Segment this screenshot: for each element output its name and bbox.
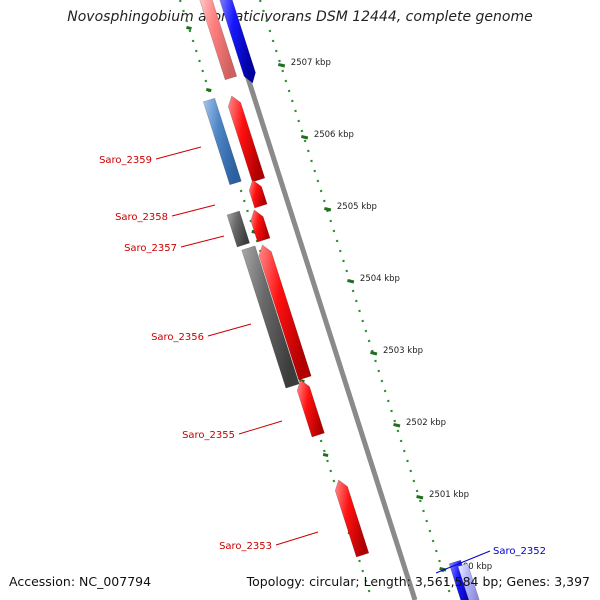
cds-saro-2356 (241, 245, 300, 389)
scale-tick-label-7: 2500 kbp (452, 562, 492, 572)
inner-major-tick-6 (322, 452, 329, 458)
leader-line-saro-2353 (275, 531, 319, 546)
gene-label-saro-2355[interactable]: Saro_2355 (182, 430, 235, 441)
genome-backbone (220, 0, 418, 600)
gene-label-saro-2356[interactable]: Saro_2356 (151, 332, 204, 343)
inner-major-tick-0 (186, 25, 192, 31)
leader-line-saro-2355 (238, 420, 283, 435)
gene-label-saro-2357[interactable]: Saro_2357 (124, 243, 177, 254)
gene-saro-2359 (227, 95, 266, 183)
gene-saro-2358 (248, 179, 268, 209)
topology-summary: Topology: circular; Length: 3,561,584 bp… (246, 574, 590, 589)
gene-saro-2355 (296, 379, 325, 438)
leader-line-saro-2359 (155, 146, 202, 160)
scale-tick-label-3: 2504 kbp (360, 274, 400, 284)
scale-tick-6 (416, 494, 424, 500)
gene-label-saro-2352[interactable]: Saro_2352 (493, 546, 546, 557)
scale-tick-label-0: 2507 kbp (291, 58, 331, 68)
leader-line-saro-2352 (435, 550, 491, 574)
gene-saro-2356 (258, 244, 312, 381)
scale-tick-3 (347, 278, 355, 284)
gene-label-saro-2359[interactable]: Saro_2359 (99, 155, 152, 166)
scale-tick-label-1: 2506 kbp (314, 130, 354, 140)
gene-saro-2357 (250, 209, 271, 243)
scale-tick-label-2: 2505 kbp (337, 202, 377, 212)
leader-line-saro-2357 (180, 235, 225, 248)
scale-tick-label-4: 2503 kbp (383, 346, 423, 356)
cds-saro-2357 (226, 210, 250, 248)
scale-tick-label-5: 2502 kbp (406, 418, 446, 428)
scale-tick-2 (324, 206, 332, 212)
gene-saro-2352-faded (457, 563, 480, 600)
scale-tick-4 (370, 350, 378, 356)
inner-major-tick-1 (205, 87, 212, 93)
cds-saro-2359 (202, 97, 242, 186)
scale-tick-label-6: 2501 kbp (429, 490, 469, 500)
scale-tick-1 (300, 134, 309, 140)
gene-saro-2353 (334, 479, 370, 558)
gene-label-saro-2358[interactable]: Saro_2358 (115, 212, 168, 223)
leader-line-saro-2358 (171, 204, 216, 217)
accession-text: Accession: NC_007794 (9, 574, 152, 589)
gene-label-saro-2353[interactable]: Saro_2353 (219, 541, 272, 552)
scale-tick-5 (393, 422, 401, 428)
leader-line-saro-2356 (207, 323, 252, 337)
gene-reverse-top (219, 0, 256, 84)
map-title: Novosphingobium aromaticivorans DSM 1244… (67, 9, 533, 25)
gene-faded-top (199, 0, 238, 81)
scale-tick-0 (277, 62, 286, 68)
outer-tick-track (258, 0, 454, 600)
